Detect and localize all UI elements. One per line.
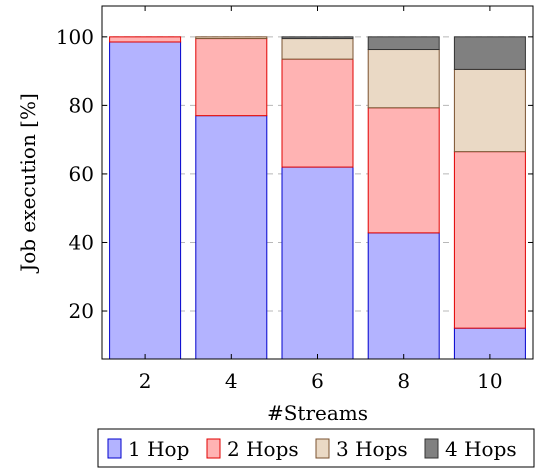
bar-segment	[453, 68, 526, 153]
x-tick-label: 2	[139, 369, 152, 393]
legend-swatch	[424, 438, 439, 459]
y-tick-label: 60	[69, 162, 94, 186]
bar-segment	[367, 36, 440, 51]
bar-segment	[195, 115, 268, 360]
bar-segment	[281, 166, 354, 360]
bar-segment	[453, 327, 526, 360]
legend-label: 4 Hops	[445, 437, 517, 461]
legend-swatch	[206, 438, 221, 459]
bar-segment	[367, 232, 440, 360]
bar-segment	[367, 107, 440, 234]
bar-segment	[367, 49, 440, 109]
bar-segment	[281, 36, 354, 40]
legend-label: 3 Hops	[336, 437, 408, 461]
y-tick-label: 100	[56, 25, 94, 49]
y-axis: 20 40 60 80 100	[56, 25, 533, 323]
bar-segment	[281, 58, 354, 168]
bar-segment	[109, 41, 182, 360]
x-tick-label: 6	[311, 369, 324, 393]
y-tick-label: 20	[69, 299, 94, 323]
legend-label: 1 Hop	[128, 437, 189, 461]
bar-segment	[453, 36, 526, 70]
bar-segment	[281, 38, 354, 60]
legend-swatch	[107, 438, 122, 459]
bar-segment	[195, 38, 268, 117]
x-axis: 2 4 6 8 10	[139, 6, 503, 393]
bar-segment	[195, 36, 268, 40]
bar-segment	[109, 36, 182, 43]
y-tick-label: 40	[69, 230, 94, 254]
legend-label: 2 Hops	[227, 437, 299, 461]
legend: 1 Hop 2 Hops 3 Hops 4 Hops	[97, 428, 535, 468]
y-axis-label: Job execution [%]	[16, 93, 40, 274]
y-tick-label: 80	[69, 93, 94, 117]
bars-layer	[109, 36, 526, 360]
legend-swatch	[315, 438, 330, 459]
x-tick-label: 4	[225, 369, 238, 393]
bar-segment	[453, 151, 526, 329]
x-tick-label: 10	[477, 369, 502, 393]
x-axis-label: #Streams	[267, 401, 368, 425]
x-tick-label: 8	[397, 369, 410, 393]
